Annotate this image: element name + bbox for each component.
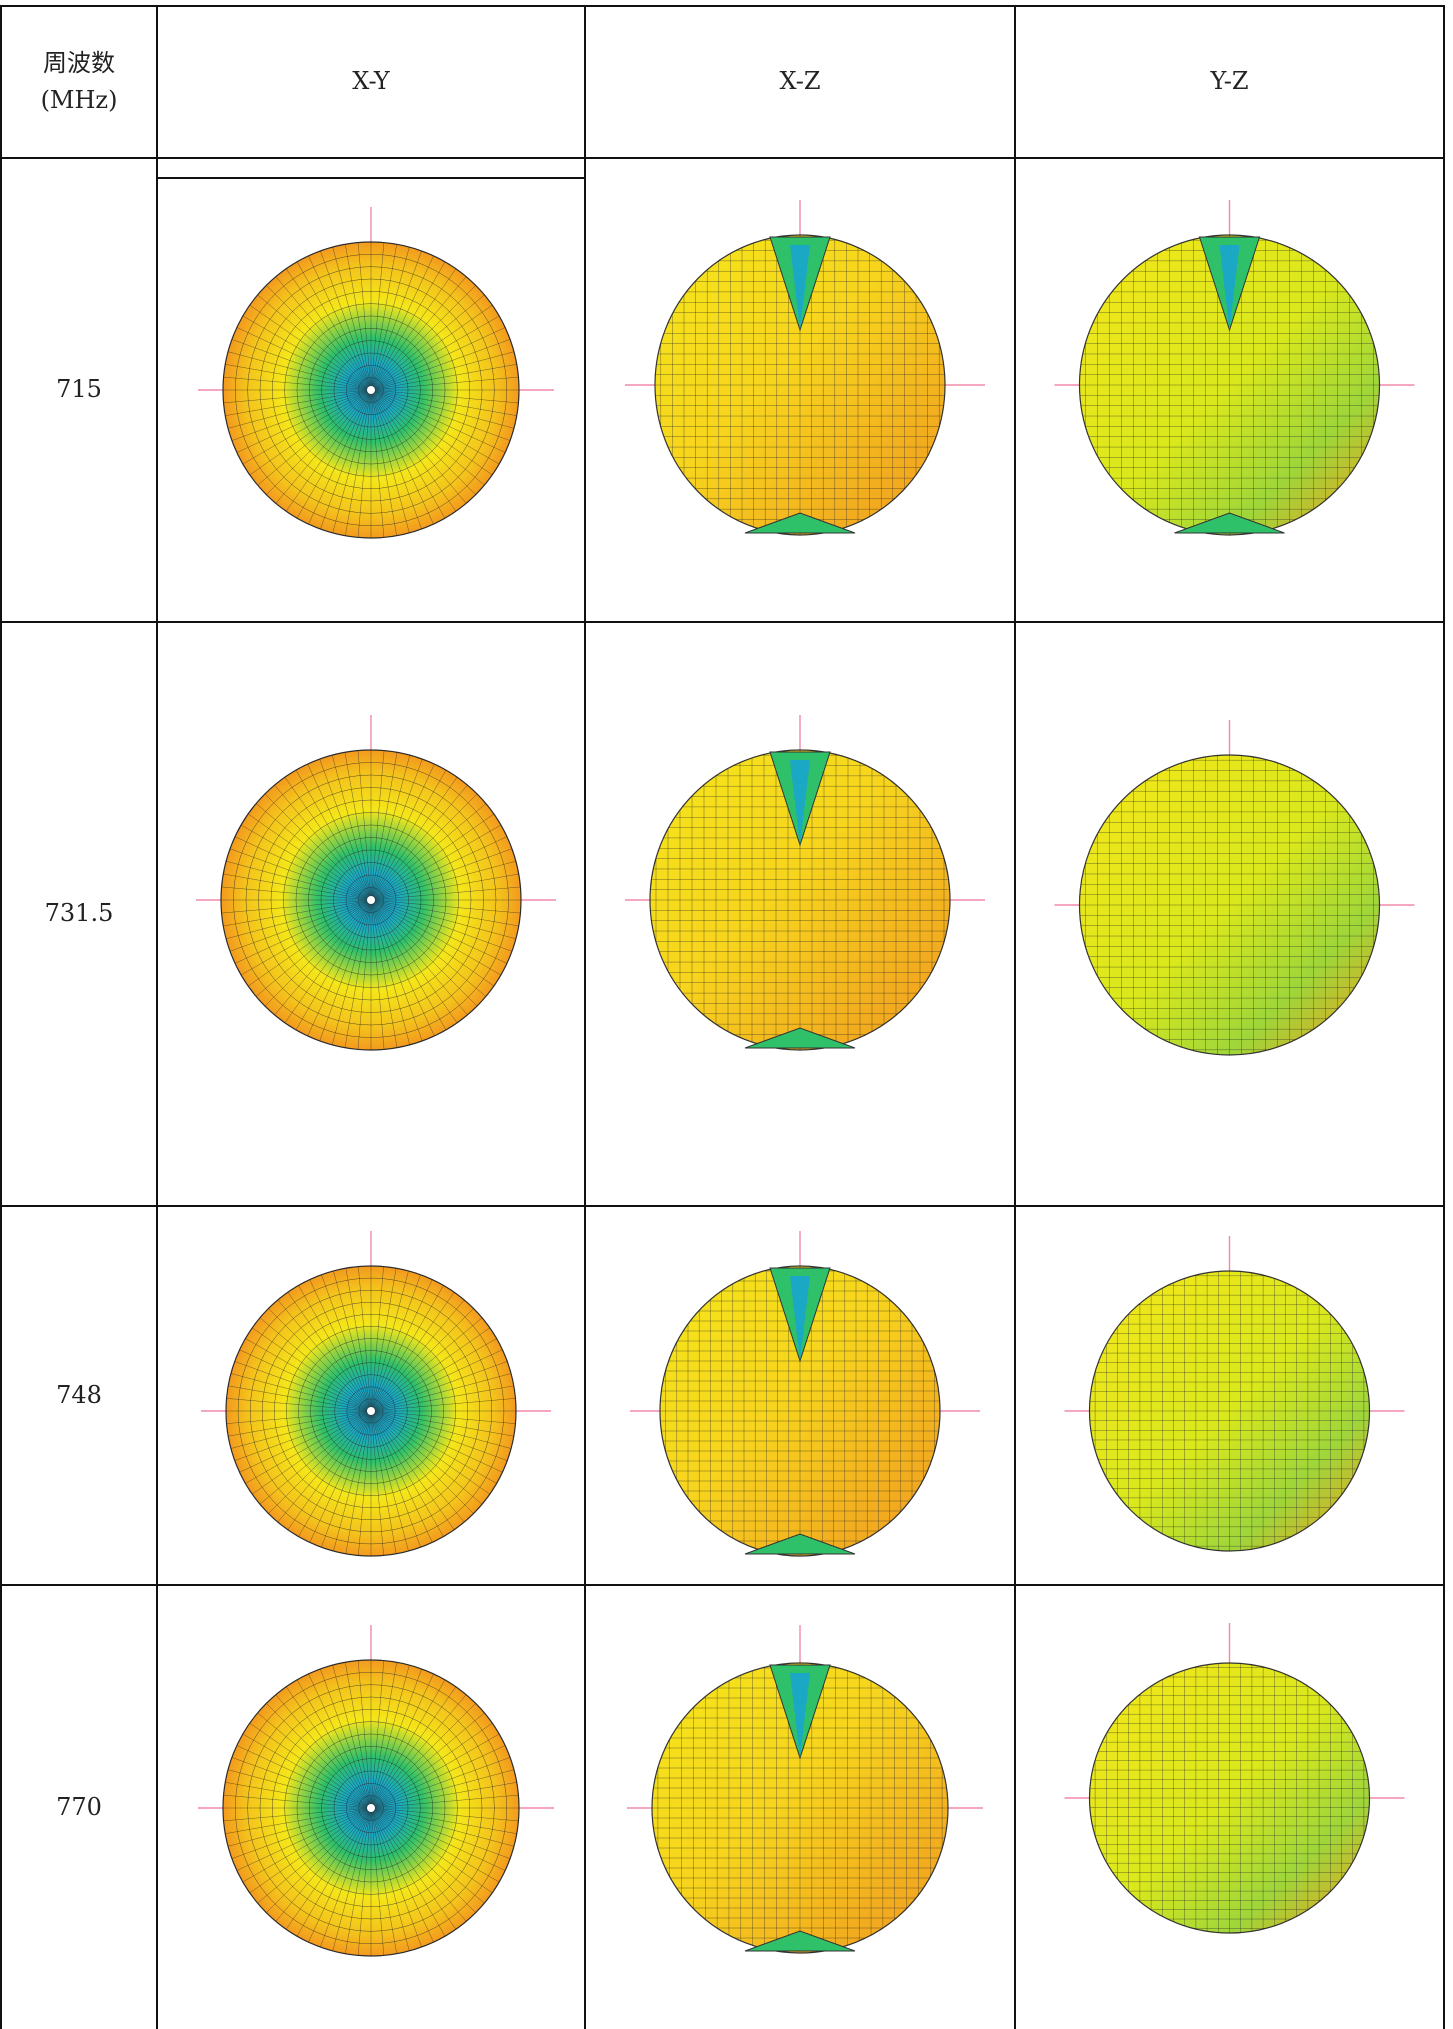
pattern-surface [1078, 234, 1381, 536]
xy-top-subrule [156, 177, 584, 179]
pattern-770-yz [1064, 1623, 1405, 1934]
pattern-surface [222, 1659, 520, 1957]
header-xy: X-Y [352, 67, 390, 96]
col-rule-1 [156, 5, 158, 2029]
pattern-surface [659, 1265, 941, 1557]
pattern-surface [1078, 754, 1381, 1056]
table-border-top [0, 5, 1445, 7]
pattern-770-xy [198, 1625, 554, 1957]
pattern-715-yz [1054, 200, 1415, 536]
pattern-748-xy [201, 1231, 551, 1557]
freq-label-731-5: 731.5 [44, 899, 114, 928]
header-yz: Y-Z [1210, 67, 1249, 96]
pattern-surface [651, 1662, 949, 1954]
header-frequency-line2: (MHz) [40, 86, 118, 114]
pattern-surface [220, 749, 522, 1051]
row-rule-2 [0, 1205, 1445, 1207]
pattern-748-yz [1064, 1236, 1405, 1552]
table-border-right [1443, 5, 1445, 2029]
pattern-surface [1088, 1662, 1371, 1934]
freq-label-748: 748 [56, 1380, 102, 1409]
pattern-715-xz [625, 200, 985, 536]
pattern-surface [649, 749, 951, 1051]
row-rule-1 [0, 621, 1445, 623]
freq-label-770: 770 [56, 1792, 102, 1821]
pattern-731-5-xz [625, 715, 985, 1051]
header-xz: X-Z [779, 67, 821, 96]
pattern-surface [222, 241, 520, 539]
pattern-surface [654, 234, 946, 536]
header-bottom-rule [0, 157, 1445, 159]
pattern-748-xz [630, 1231, 980, 1557]
col-rule-3 [1014, 5, 1016, 2029]
pattern-715-xy [198, 207, 554, 539]
pattern-surface [225, 1265, 517, 1557]
pattern-surface [1088, 1270, 1371, 1552]
pattern-770-xz [627, 1625, 983, 1954]
table-border-left [0, 5, 2, 2029]
row-rule-3 [0, 1584, 1445, 1586]
freq-label-715: 715 [56, 375, 102, 404]
header-frequency-line1: 周波数 [43, 48, 115, 77]
header-frequency: 周波数 (MHz) [2, 7, 156, 157]
col-rule-2 [584, 5, 586, 2029]
pattern-731-5-yz [1054, 720, 1415, 1056]
pattern-731-5-xy [196, 715, 556, 1051]
